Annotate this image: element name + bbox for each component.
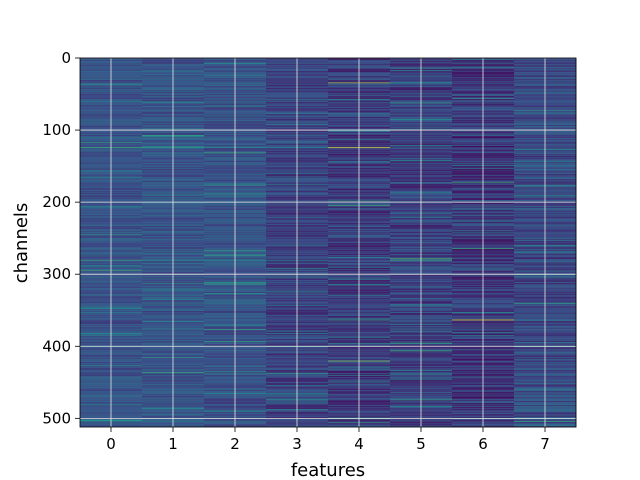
plot-frame — [79, 57, 577, 428]
x-tick-label: 5 — [416, 435, 426, 453]
heatmap-cells — [80, 58, 577, 428]
y-axis-label: channels — [11, 203, 32, 284]
x-tick-label: 6 — [478, 435, 488, 453]
y-axis: 0 100 200 300 400 500 — [42, 49, 80, 427]
x-tick-label: 2 — [230, 435, 240, 453]
gridlines — [80, 57, 576, 427]
x-tick-label: 0 — [106, 435, 116, 453]
plot-area — [79, 57, 577, 428]
y-tick-label: 0 — [61, 49, 71, 67]
x-axis-label: features — [291, 460, 365, 480]
x-tick-label: 1 — [168, 435, 178, 453]
x-tick-label: 4 — [354, 435, 364, 453]
y-tick-label: 500 — [42, 409, 71, 427]
y-tick-label: 300 — [42, 265, 71, 283]
x-axis: 0 1 2 3 4 5 6 7 — [106, 427, 550, 453]
y-tick-label: 200 — [42, 193, 71, 211]
x-tick-label: 3 — [292, 435, 302, 453]
y-tick-label: 100 — [42, 121, 71, 139]
y-tick-label: 400 — [42, 337, 71, 355]
x-tick-label: 7 — [540, 435, 550, 453]
